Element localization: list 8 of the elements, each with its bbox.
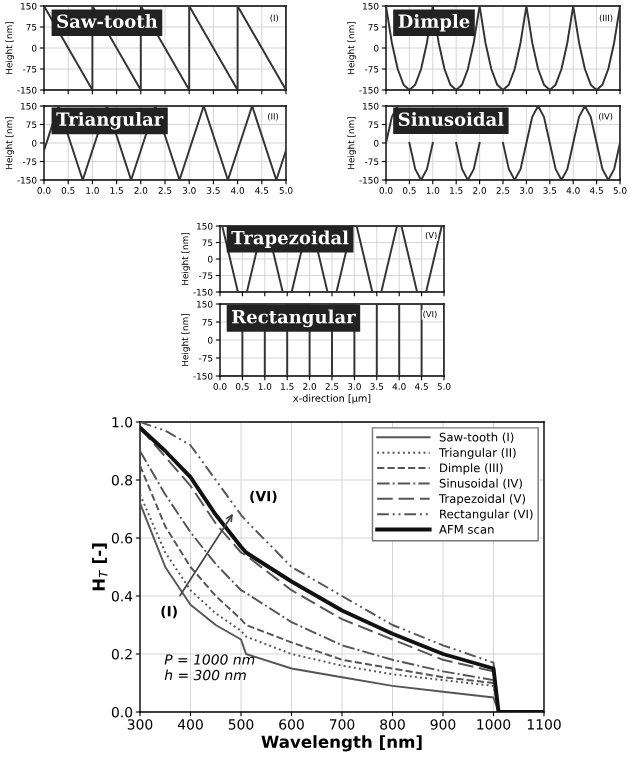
x-axis-title: Wavelength [nm]	[261, 735, 422, 752]
y-axis-title: H$_{T}$ [-]	[92, 543, 108, 591]
chart-title: Saw-tooth	[57, 14, 158, 29]
chart-title: Trapezoidal	[231, 230, 349, 248]
chart-title: Triangular	[56, 111, 164, 130]
chart-title: Sinusoidal	[398, 112, 504, 127]
chart-title: Dimple	[398, 14, 470, 32]
chart-title: Rectangular	[232, 309, 356, 328]
